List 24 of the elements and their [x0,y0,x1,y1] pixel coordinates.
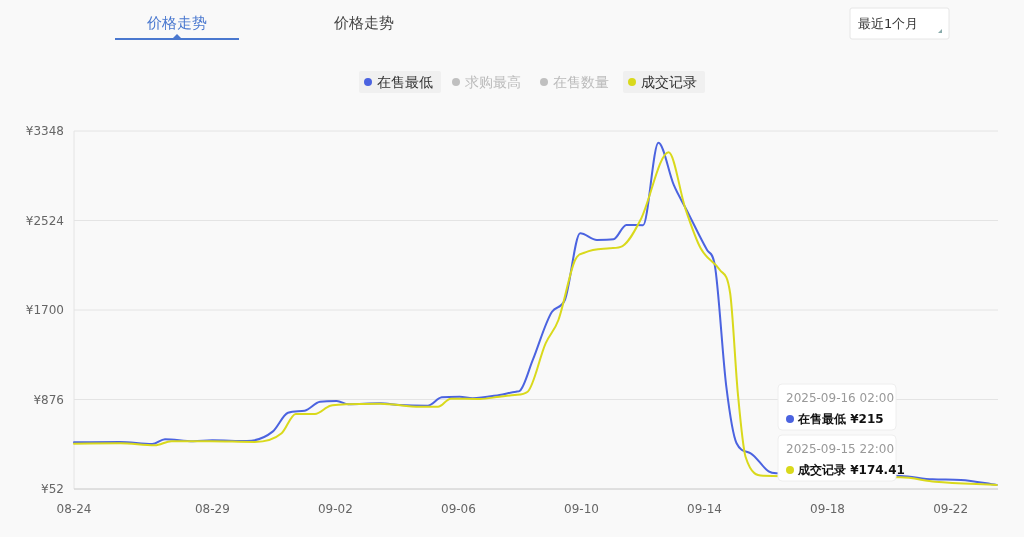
y-tick-label: ¥52 [41,482,64,496]
x-tick-label: 08-29 [194,502,230,516]
legend-label: 在售数量 [553,74,609,90]
legend-label: 在售最低 [377,74,433,90]
y-tick-label: ¥3348 [25,124,64,138]
text: 价格走势 [146,14,207,32]
x-tick-label: 09-10 [564,502,599,516]
annotation: 2025-09-16 02:00 [786,391,895,405]
x-tick-label: 09-22 [933,502,969,516]
text: 价格走势 [333,14,394,32]
text: 最近1个月 [858,16,919,31]
annotation: 2025-09-15 22:00 [786,442,895,456]
annotation: 在售最低 ¥215 [797,412,884,426]
y-tick-label: ¥876 [33,392,64,407]
legend-label: 成交记录 [641,74,697,90]
y-tick-label: ¥1700 [25,303,64,317]
annotation: 成交记录 ¥174.41 [797,463,905,477]
x-tick-label: 09-02 [318,502,353,516]
x-tick-label: 09-14 [687,502,722,516]
x-tick-label: 09-06 [441,502,476,516]
x-tick-label: 09-18 [810,502,845,516]
legend-label: 求购最高 [465,74,521,90]
x-tick-label: 08-24 [56,502,92,516]
y-tick-label: ¥2524 [25,213,64,228]
